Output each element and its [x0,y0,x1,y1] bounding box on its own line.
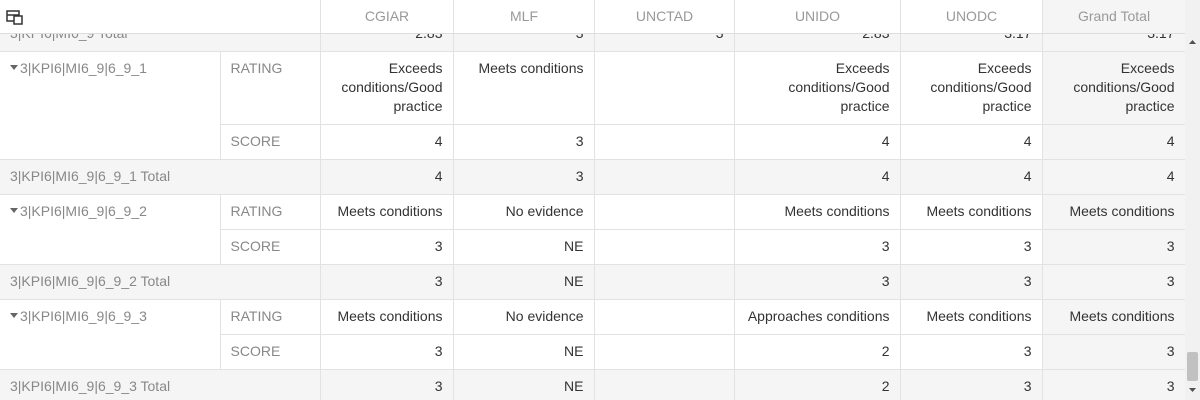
column-header-cell[interactable]: MLF [453,0,594,33]
header-corner [0,0,320,33]
column-header-cell[interactable]: UNIDO [734,0,900,33]
column-header-cell[interactable]: Grand Total [1042,0,1185,33]
value-cell: NE [452,334,595,370]
value-cell: 3 [319,264,454,300]
value-cell: No evidence [452,194,595,230]
group-label-text: 3|KPI6|MI6_9|6_9_1 [20,60,147,76]
value-cell: Meets conditions [733,194,901,230]
layout-icon[interactable] [6,9,24,26]
value-cell [593,229,735,265]
measure-label: RATING [219,51,321,125]
value-cell: No evidence [452,299,595,335]
value-cell: 3 [899,264,1043,300]
value-cell: Meets conditions [1041,299,1186,335]
value-cell: Meets conditions [899,299,1043,335]
value-cell: Meets conditions [899,194,1043,230]
column-header-cell[interactable]: CGIAR [320,0,453,33]
value-cell [593,124,735,160]
value-cell: Exceeds conditions/Good practice [1041,51,1186,125]
group-label: 3|KPI6|MI6_9|6_9_3 [0,299,221,370]
total-label: 3|KPI6|MI6_9|6_9_2 Total [0,264,321,300]
value-cell: 4 [319,124,454,160]
value-cell: 3 [899,334,1043,370]
value-cell: 2 [733,334,901,370]
scrollbar-graphic [1187,40,1198,392]
value-cell: 4 [733,124,901,160]
total-label: 3|KPI6|MI6_9|6_9_3 Total [0,369,321,400]
value-cell: NE [452,264,595,300]
value-cell: 3 [1041,264,1186,300]
collapse-toggle[interactable] [10,65,18,71]
vertical-scrollbar[interactable] [1185,0,1200,400]
value-cell: 3 [1041,229,1186,265]
column-header: CGIAR MLF UNCTAD UNIDO UNODC Grand Total [0,0,1185,34]
value-cell: 4 [733,159,901,195]
value-cell: 4 [319,159,454,195]
measure-label: SCORE [219,334,321,370]
value-cell [593,194,735,230]
value-cell: 3 [733,264,901,300]
value-cell [593,299,735,335]
value-cell [593,334,735,370]
measure-label: RATING [219,299,321,335]
measure-label: SCORE [219,229,321,265]
value-cell: NE [452,229,595,265]
value-cell: 3 [733,229,901,265]
collapse-toggle[interactable] [10,313,18,319]
value-cell: 3 [319,334,454,370]
value-cell: 3 [899,229,1043,265]
value-cell: Meets conditions [452,51,595,125]
value-cell: NE [452,369,595,400]
group-label: 3|KPI6|MI6_9|6_9_2 [0,194,221,265]
value-cell: Exceeds conditions/Good practice [733,51,901,125]
group-label: 3|KPI6|MI6_9|6_9_1 [0,51,221,160]
value-cell [593,369,735,400]
value-cell [593,264,735,300]
value-cell: 3 [452,124,595,160]
value-cell: Exceeds conditions/Good practice [899,51,1043,125]
column-header-cell[interactable]: UNCTAD [594,0,734,33]
value-cell: Approaches conditions [733,299,901,335]
value-cell [593,51,735,125]
value-cell: 4 [1041,159,1186,195]
value-cell: 4 [899,159,1043,195]
collapse-toggle[interactable] [10,208,18,214]
value-cell [593,159,735,195]
value-cell: 2 [733,369,901,400]
value-cell: Meets conditions [319,194,454,230]
value-cell: 3 [1041,369,1186,400]
value-cell: 3 [452,159,595,195]
value-cell: 3 [319,229,454,265]
group-label-text: 3|KPI6|MI6_9|6_9_2 [20,203,147,219]
measure-label: SCORE [219,124,321,160]
value-cell: Meets conditions [319,299,454,335]
total-label: 3|KPI6|MI6_9|6_9_1 Total [0,159,321,195]
column-header-cell[interactable]: UNODC [900,0,1042,33]
value-cell: 4 [899,124,1043,160]
value-cell: 3 [899,369,1043,400]
value-cell: 3 [319,369,454,400]
pivot-grid: 3|KPI6|MI6_9 Total2.83332.833.173.173|KP… [0,16,1186,400]
value-cell: Meets conditions [1041,194,1186,230]
group-label-text: 3|KPI6|MI6_9|6_9_3 [20,308,147,324]
measure-label: RATING [219,194,321,230]
value-cell: 4 [1041,124,1186,160]
value-cell: 3 [1041,334,1186,370]
value-cell: Exceeds conditions/Good practice [319,51,454,125]
